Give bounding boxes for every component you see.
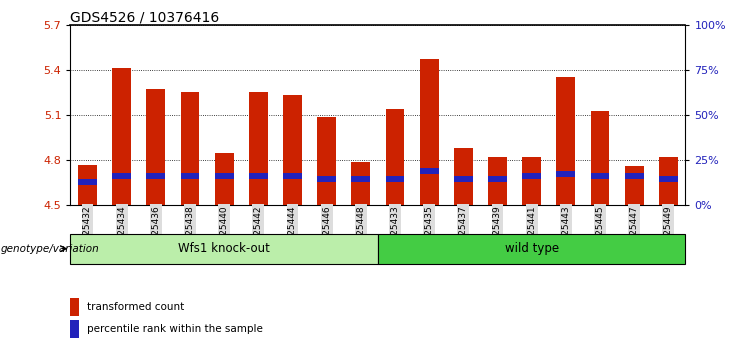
Bar	[317, 116, 336, 205]
Bar	[283, 96, 302, 205]
Text: transformed count: transformed count	[87, 302, 184, 312]
Bar	[419, 168, 439, 174]
Text: GSM825441: GSM825441	[527, 205, 536, 260]
Bar	[351, 162, 370, 205]
Text: GSM825444: GSM825444	[288, 205, 297, 260]
Text: GSM825434: GSM825434	[117, 205, 126, 260]
Bar	[78, 179, 97, 185]
Text: GDS4526 / 10376416: GDS4526 / 10376416	[70, 11, 219, 25]
Bar	[147, 173, 165, 179]
Bar	[556, 171, 575, 177]
Bar	[454, 148, 473, 205]
Bar	[181, 173, 199, 179]
Text: GSM825442: GSM825442	[254, 205, 263, 260]
Text: GSM825448: GSM825448	[356, 205, 365, 260]
Bar	[378, 234, 685, 264]
Bar	[659, 157, 678, 205]
Text: percentile rank within the sample: percentile rank within the sample	[87, 324, 262, 334]
Bar	[385, 109, 405, 205]
Bar	[181, 92, 199, 205]
Text: Wfs1 knock-out: Wfs1 knock-out	[179, 242, 270, 255]
Bar	[556, 78, 575, 205]
Text: GSM825435: GSM825435	[425, 205, 433, 260]
Text: wild type: wild type	[505, 242, 559, 255]
Text: GSM825449: GSM825449	[664, 205, 673, 260]
Text: GSM825439: GSM825439	[493, 205, 502, 260]
Bar	[659, 176, 678, 182]
Bar	[488, 176, 507, 182]
Text: GSM825432: GSM825432	[83, 205, 92, 260]
Bar	[249, 173, 268, 179]
Text: GSM825447: GSM825447	[630, 205, 639, 260]
Bar	[70, 298, 79, 316]
Bar	[522, 173, 541, 179]
Bar	[147, 90, 165, 205]
Bar	[215, 153, 233, 205]
Bar	[215, 173, 233, 179]
Bar	[112, 173, 131, 179]
Bar	[591, 110, 609, 205]
Text: GSM825443: GSM825443	[562, 205, 571, 260]
Bar	[522, 157, 541, 205]
Bar	[385, 176, 405, 182]
Text: GSM825446: GSM825446	[322, 205, 331, 260]
Bar	[70, 320, 79, 338]
Bar	[591, 173, 609, 179]
Bar	[625, 173, 644, 179]
Bar	[419, 59, 439, 205]
Text: GSM825437: GSM825437	[459, 205, 468, 260]
Bar	[112, 68, 131, 205]
Text: GSM825438: GSM825438	[185, 205, 194, 260]
Bar	[351, 176, 370, 182]
Bar	[454, 176, 473, 182]
Bar	[78, 165, 97, 205]
Bar	[625, 166, 644, 205]
Text: GSM825436: GSM825436	[151, 205, 160, 260]
Text: GSM825440: GSM825440	[219, 205, 229, 260]
Text: GSM825433: GSM825433	[391, 205, 399, 260]
Bar	[283, 173, 302, 179]
Bar	[70, 234, 378, 264]
Bar	[249, 92, 268, 205]
Bar	[317, 176, 336, 182]
Bar	[488, 157, 507, 205]
Text: GSM825445: GSM825445	[596, 205, 605, 260]
Text: genotype/variation: genotype/variation	[1, 244, 99, 254]
